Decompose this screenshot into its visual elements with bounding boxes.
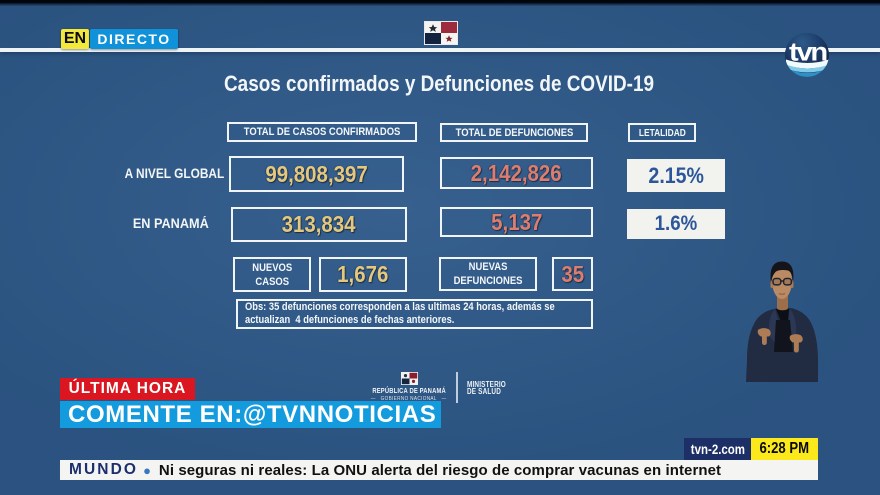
svg-text:tvn: tvn: [789, 37, 827, 67]
